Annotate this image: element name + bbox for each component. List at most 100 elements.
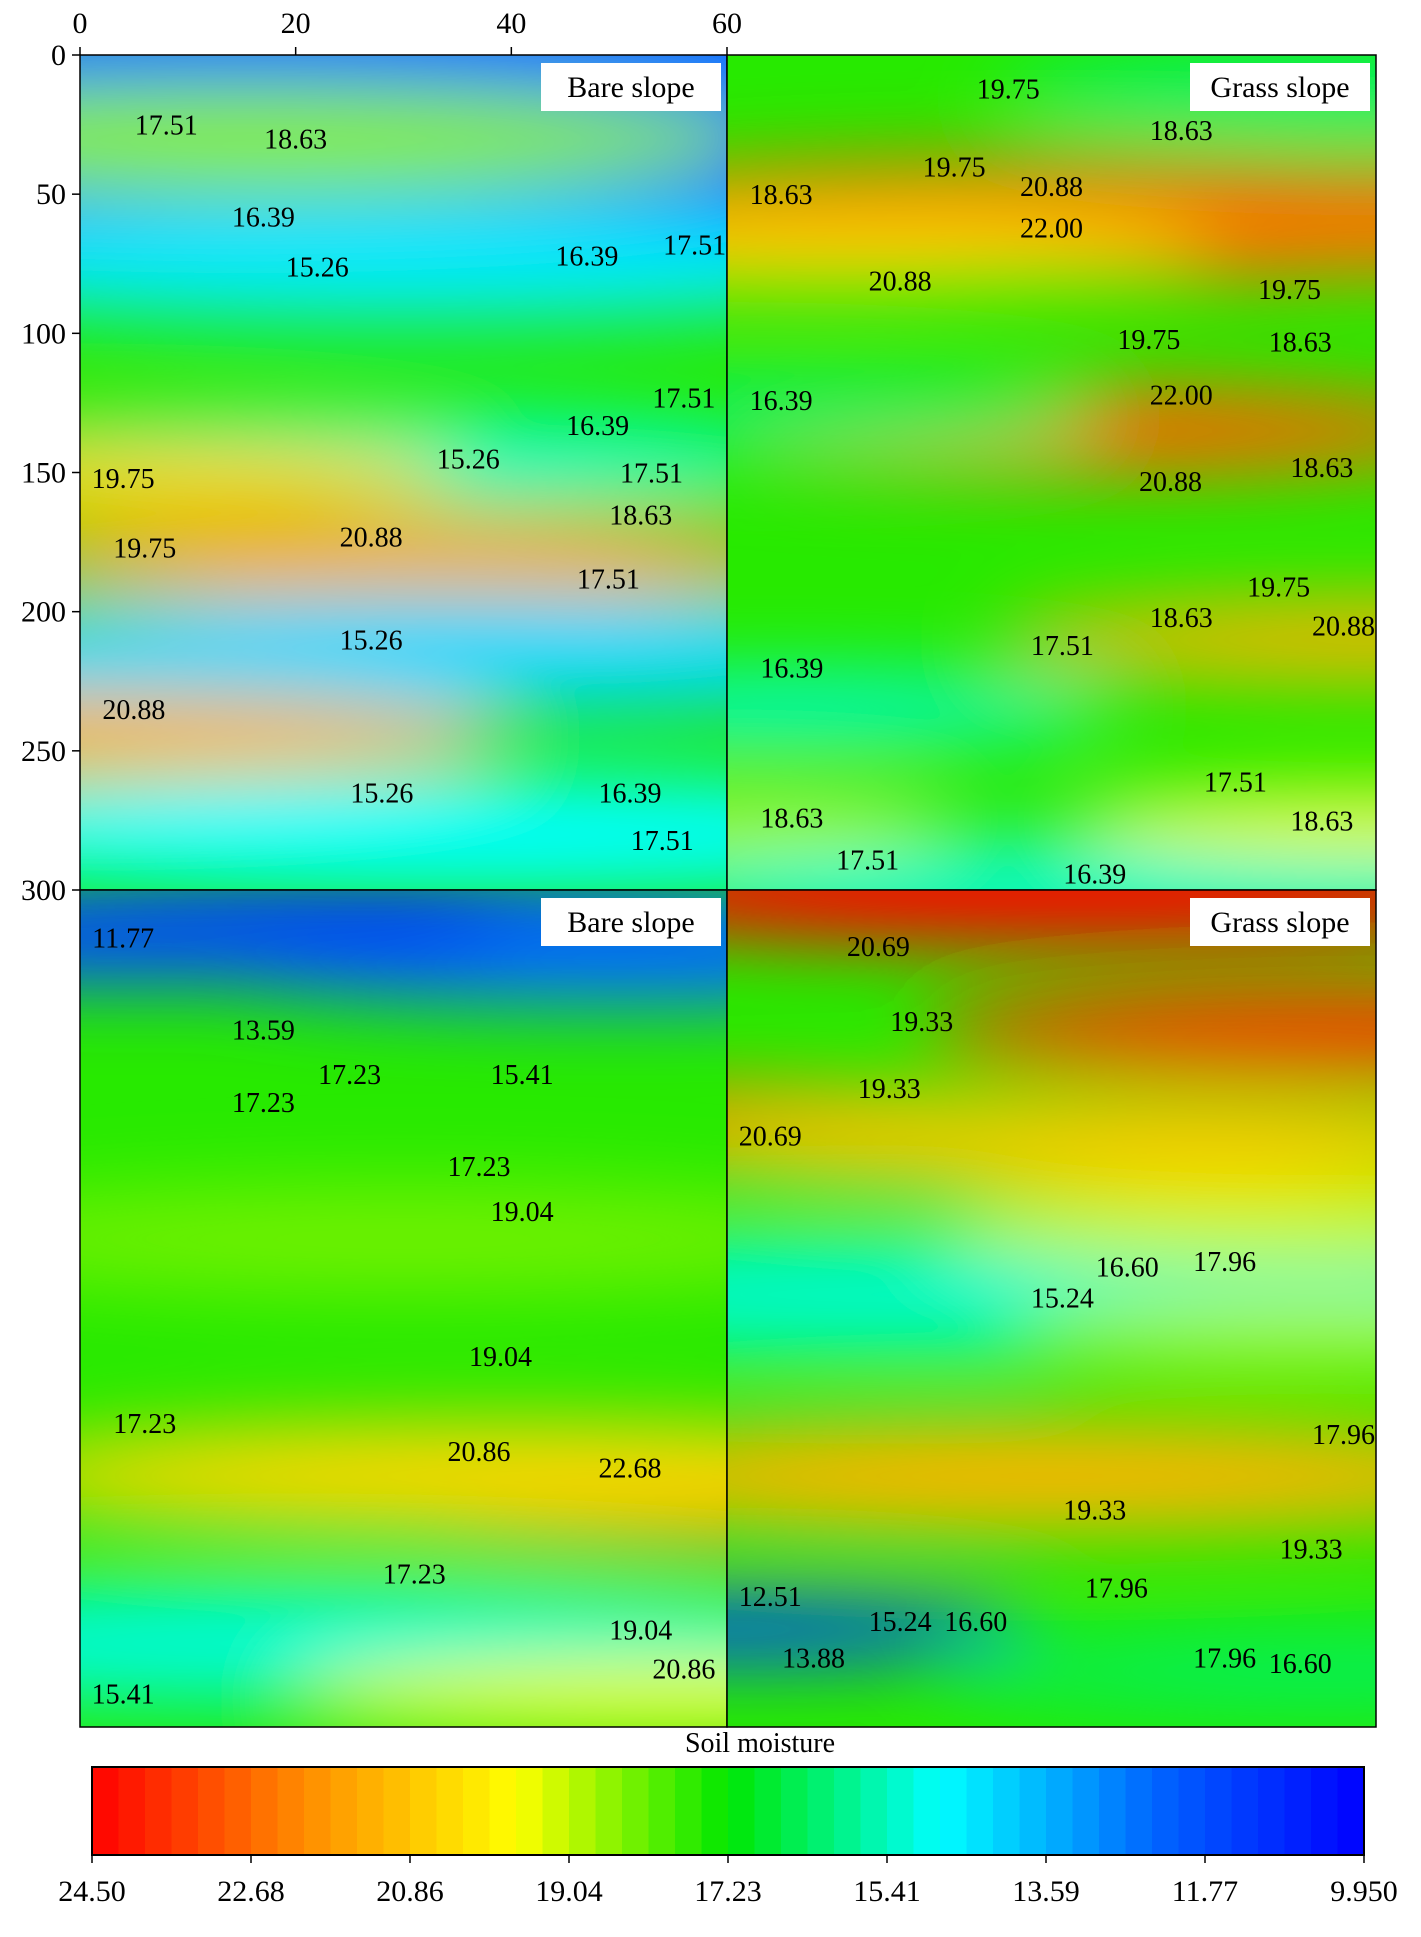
- x-tick-label: 20: [281, 7, 311, 40]
- contour-label: 15.41: [92, 1680, 155, 1711]
- moisture-blob: [997, 601, 1376, 678]
- moisture-blob: [80, 205, 727, 322]
- colorbar: Soil moisture 24.50 22.68 20.86 19.04 17.23 1…: [58, 1728, 1398, 1908]
- contour-label: 13.88: [782, 1643, 845, 1674]
- contour-label: 18.63: [750, 180, 813, 211]
- contour-label: 13.59: [232, 1016, 295, 1047]
- contour-label: 17.51: [135, 111, 198, 142]
- panel-label-box: [541, 63, 721, 111]
- moisture-blob: [727, 836, 1376, 890]
- contour-label: 16.60: [944, 1607, 1007, 1638]
- colorbar-tick-label: 19.04: [535, 1875, 603, 1908]
- y-tick-label: 50: [36, 178, 66, 211]
- colorbar-segment: [92, 1767, 120, 1855]
- panel-label-box: [1190, 898, 1370, 946]
- contour-label: 15.26: [286, 253, 349, 284]
- contour-label: 18.63: [1290, 453, 1353, 484]
- contour-label: 22.00: [1020, 214, 1083, 245]
- contour-label: 19.33: [858, 1074, 921, 1105]
- contour-label: 16.60: [1096, 1253, 1159, 1284]
- contour-label: 18.63: [1150, 603, 1213, 634]
- colorbar-segment: [781, 1767, 809, 1855]
- y-tick-label: 200: [21, 596, 66, 629]
- colorbar-tick-label: 20.86: [376, 1875, 444, 1908]
- colorbar-segment: [171, 1767, 199, 1855]
- contour-label: 17.51: [577, 564, 640, 595]
- moisture-blob: [80, 513, 727, 599]
- colorbar-segment: [1152, 1767, 1180, 1855]
- axes: 0 20 40 60 0 50 100 150 200 250 300: [21, 7, 742, 907]
- colorbar-segment: [1046, 1767, 1074, 1855]
- contour-label: 19.04: [469, 1342, 532, 1373]
- moisture-blob: [727, 1095, 1376, 1188]
- colorbar-segment: [330, 1767, 358, 1855]
- colorbar-segment: [754, 1767, 782, 1855]
- moisture-blob: [943, 1632, 1376, 1710]
- moisture-blob: [727, 211, 1214, 289]
- contour-label: 16.39: [566, 411, 629, 442]
- colorbar-segment: [728, 1767, 756, 1855]
- contour-label: 11.77: [92, 923, 154, 954]
- moisture-blob: [80, 1185, 727, 1293]
- colorbar-segment: [595, 1767, 623, 1855]
- contour-label: 18.63: [760, 804, 823, 835]
- colorbar-segment: [622, 1767, 650, 1855]
- moisture-field: [80, 890, 727, 1727]
- contour-label: 17.23: [447, 1152, 510, 1183]
- panel-top-left: 17.51 18.63 16.39 15.26 16.39 17.51 17.51 16.39…: [79, 54, 728, 891]
- contour-label: 18.63: [1290, 806, 1353, 837]
- contour-label: 20.69: [739, 1122, 802, 1153]
- contour-label: 15.24: [869, 1607, 932, 1638]
- moisture-blob: [727, 1422, 1376, 1530]
- colorbar-segment: [251, 1767, 279, 1855]
- moisture-blob: [80, 434, 458, 511]
- contour-label: 17.51: [1204, 767, 1267, 798]
- contour-label: 19.33: [1280, 1534, 1343, 1565]
- colorbar-segment: [224, 1767, 252, 1855]
- contour-label: 16.39: [555, 241, 618, 272]
- contour-label: 17.96: [1312, 1420, 1375, 1451]
- colorbar-segment: [436, 1767, 464, 1855]
- x-tick-label: 60: [712, 7, 742, 40]
- contour-label: 17.23: [318, 1060, 381, 1091]
- colorbar-segment: [1231, 1767, 1259, 1855]
- contour-label: 17.51: [620, 459, 683, 490]
- contour-label: 20.88: [1020, 172, 1083, 203]
- contour-label: 18.63: [609, 500, 672, 531]
- colorbar-segment: [887, 1767, 915, 1855]
- contour-label: 17.51: [663, 230, 726, 261]
- moisture-blob: [295, 1660, 727, 1727]
- panel-label-box: [1190, 63, 1370, 111]
- colorbar-segment: [1125, 1767, 1153, 1855]
- panel-label: Grass slope: [1210, 71, 1349, 104]
- contour-label: 20.88: [102, 695, 165, 726]
- colorbar-segment: [516, 1767, 544, 1855]
- colorbar-segment: [489, 1767, 517, 1855]
- moisture-blob: [727, 1598, 1030, 1661]
- contour-label: 16.39: [598, 779, 661, 810]
- y-tick-label: 300: [21, 874, 66, 907]
- contour-label: 17.23: [113, 1409, 176, 1440]
- panel-label: Bare slope: [567, 906, 694, 939]
- moisture-blob: [727, 378, 1106, 456]
- contour-label: 17.51: [836, 845, 899, 876]
- contour-label: 19.75: [1117, 325, 1180, 356]
- colorbar-segment: [675, 1767, 703, 1855]
- contour-label: 19.75: [1258, 275, 1321, 306]
- colorbar-segment: [860, 1767, 888, 1855]
- contour-label: 16.39: [760, 653, 823, 684]
- colorbar-segment: [834, 1767, 862, 1855]
- contour-label: 18.63: [264, 125, 327, 156]
- colorbar-segment: [913, 1767, 941, 1855]
- contour-label: 16.60: [1269, 1649, 1332, 1680]
- contour-label: 15.24: [1031, 1283, 1094, 1314]
- panel-frame: [726, 889, 1377, 1728]
- contour-label: 19.04: [609, 1615, 672, 1646]
- colorbar-segment: [966, 1767, 994, 1855]
- colorbar-segment: [1178, 1767, 1206, 1855]
- contour-label: 22.68: [598, 1454, 661, 1485]
- colorbar-segment: [1019, 1767, 1047, 1855]
- contour-label: 19.04: [491, 1197, 554, 1228]
- contour-label: 15.41: [491, 1060, 554, 1091]
